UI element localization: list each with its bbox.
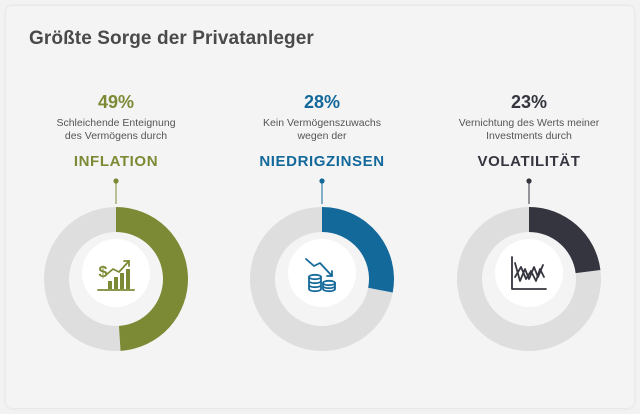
value-label: 49% xyxy=(97,92,135,112)
description-line: Vernichtung des Werts meiner xyxy=(458,117,600,129)
connector-dot xyxy=(319,178,325,184)
description: Schleichende Enteignung des Vermögens du… xyxy=(11,117,221,143)
donut-chart: $ xyxy=(43,178,188,352)
description-line: des Vermögens durch xyxy=(64,130,168,142)
description: Kein Vermögenszuwachs wegen der xyxy=(217,117,427,143)
connector-dot xyxy=(526,178,532,184)
description-line: Kein Vermögenszuwachs xyxy=(263,117,381,129)
slice-value xyxy=(529,207,601,274)
donut-chart xyxy=(457,178,601,352)
description-line: Investments durch xyxy=(486,130,572,142)
infographic-card: Größte Sorge der Privatanleger 49% Schle… xyxy=(6,6,634,408)
description-line: Schleichende Enteignung xyxy=(56,117,176,129)
chart-column-niedrigzinsen: 28% Kein Vermögenszuwachs wegen der NIED… xyxy=(217,6,427,408)
slice-remainder xyxy=(43,207,121,352)
declining-coins-icon xyxy=(305,258,336,293)
slice-value xyxy=(116,207,188,351)
description: Vernichtung des Werts meiner Investments… xyxy=(424,117,634,143)
slice-remainder xyxy=(250,207,393,352)
donut-chart xyxy=(250,178,394,352)
keyword: NIEDRIGZINSEN xyxy=(259,153,385,170)
chart-column-inflation: 49% Schleichende Enteignung des Vermögen… xyxy=(11,6,221,408)
icon-backdrop xyxy=(288,239,356,307)
description-line: wegen der xyxy=(297,130,347,142)
page-title: Größte Sorge der Privatanleger xyxy=(29,28,314,49)
slice-remainder xyxy=(457,207,601,352)
dollar-growth-chart-icon: $ xyxy=(97,260,135,291)
svg-text:$: $ xyxy=(99,264,108,281)
value-label: 28% xyxy=(303,92,341,112)
volatile-line-chart-icon xyxy=(511,256,547,290)
keyword: INFLATION xyxy=(73,153,159,170)
keyword: VOLATILITÄT xyxy=(477,153,581,170)
value-label: 23% xyxy=(510,92,548,112)
chart-column-volatilitaet: 23% Vernichtung des Werts meiner Investm… xyxy=(424,6,634,408)
connector-dot xyxy=(113,178,119,184)
icon-backdrop xyxy=(82,239,150,307)
slice-value xyxy=(322,207,394,293)
